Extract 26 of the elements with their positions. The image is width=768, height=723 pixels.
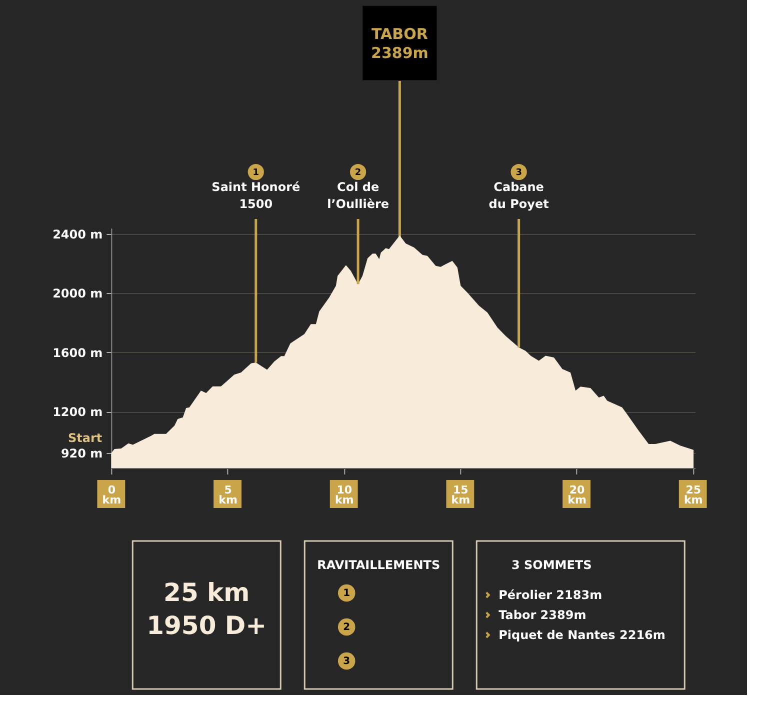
y-tick-label: 2400 m [52,227,103,242]
text: RAVITAILLEMENTS [317,558,440,572]
text: Pérolier 2183m [498,588,602,602]
y-tick-label: 2000 m [52,286,103,301]
text: 25 km [164,578,250,607]
text: 1950 D+ [146,611,267,640]
x-tick-label: 5 km [218,484,238,506]
x-tick-label: 20 km [568,484,586,506]
text: 3 [343,656,350,667]
x-tick-label: 0 km [102,484,122,506]
text: 2 [343,622,350,633]
annotation: 3 Cabane du Poyet [488,168,550,211]
annotation: 1 Saint Honoré 1500 [212,168,300,211]
text: Start [68,431,102,446]
annotation: 2 Col de l’Oullière [327,168,390,211]
text: 1 [343,588,350,599]
text: Tabor 2389m [498,608,586,622]
y-tick-label: 1600 m [52,346,103,360]
x-tick-label: 25 km [684,484,703,506]
text: 3 SOMMETS [511,558,592,572]
y-tick-label: 920 m [60,446,103,461]
text: Piquet de Nantes 2216m [498,628,666,642]
ref-line-label: TABOR 2389m [370,25,428,62]
x-tick-label: 10 km [334,484,354,506]
x-tick-label: 15 km [451,484,470,506]
y-tick-label: 1200 m [52,405,103,420]
